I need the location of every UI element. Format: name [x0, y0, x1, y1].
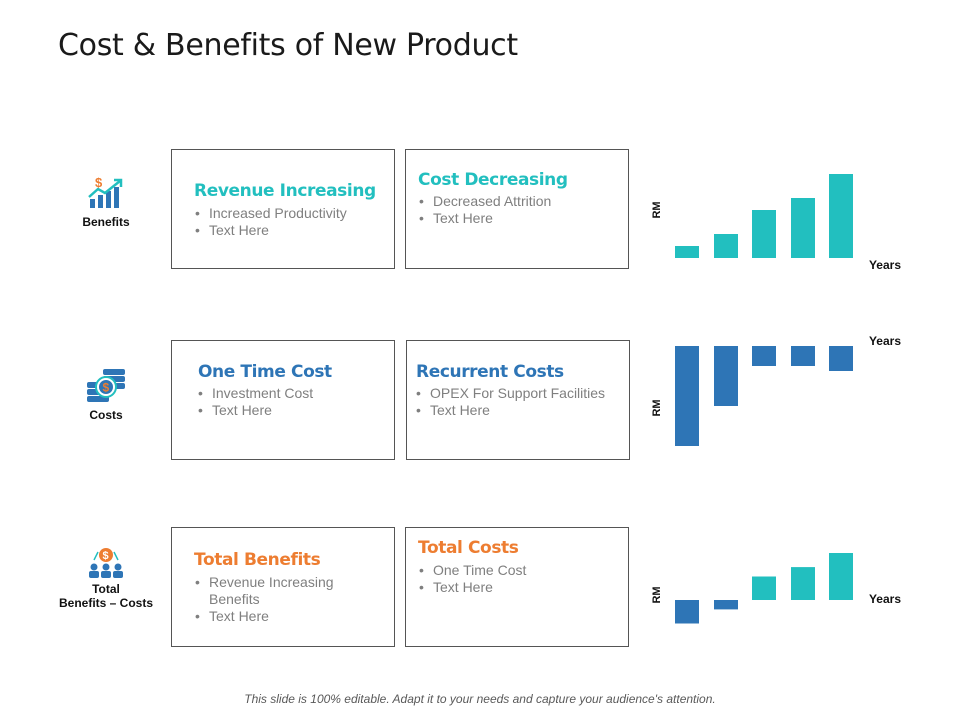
- benefits-label: Benefits: [82, 215, 130, 229]
- chart-bar: [714, 234, 738, 258]
- list-item: Revenue Increasing Benefits: [195, 574, 355, 608]
- svg-text:$: $: [103, 381, 110, 395]
- recurrent-costs-card: Recurrent Costs OPEX For Support Facilit…: [406, 340, 630, 460]
- y-axis-label: RM: [651, 201, 663, 218]
- chart-bar: [791, 567, 815, 600]
- y-axis-label: RM: [651, 586, 663, 603]
- card-list: Increased Productivity Text Here: [195, 205, 380, 239]
- card-list: Decreased Attrition Text Here: [419, 193, 614, 227]
- card-list: Investment Cost Text Here: [198, 385, 383, 419]
- total-benefits-card: Total Benefits Revenue Increasing Benefi…: [171, 527, 395, 647]
- list-item: Text Here: [419, 579, 614, 596]
- footer-note: This slide is 100% editable. Adapt it to…: [244, 692, 716, 706]
- chart-bar: [829, 174, 853, 258]
- svg-text:$: $: [95, 175, 103, 190]
- chart-bar: [752, 346, 776, 366]
- total-label-line2: Benefits – Costs: [58, 596, 154, 610]
- card-title: Cost Decreasing: [418, 170, 568, 190]
- list-item: Text Here: [198, 402, 383, 419]
- card-title: One Time Cost: [198, 362, 332, 382]
- chart-bar: [791, 346, 815, 366]
- benefits-chart: RM Years: [651, 174, 901, 272]
- total-chart: RM Years: [651, 553, 901, 624]
- total-label-line1: Total: [92, 582, 120, 596]
- chart-bar: [675, 600, 699, 624]
- chart-bar: [675, 346, 699, 446]
- costs-row-label: $ Costs: [70, 366, 142, 422]
- chart-bar: [675, 246, 699, 258]
- list-item: Text Here: [195, 608, 355, 625]
- card-title: Total Benefits: [194, 550, 321, 570]
- chart-bar: [829, 346, 853, 371]
- card-list: One Time Cost Text Here: [419, 562, 614, 596]
- chart-bar: [752, 576, 776, 600]
- list-item: Text Here: [195, 222, 380, 239]
- x-axis-label: Years: [869, 258, 901, 272]
- x-axis-label: Years: [869, 592, 901, 606]
- cost-decreasing-card: Cost Decreasing Decreased Attrition Text…: [405, 149, 629, 269]
- card-title: Revenue Increasing: [194, 181, 376, 201]
- card-title: Recurrent Costs: [416, 362, 564, 382]
- chart-bar: [829, 553, 853, 600]
- revenue-increasing-card: Revenue Increasing Increased Productivit…: [171, 149, 395, 269]
- page-title: Cost & Benefits of New Product: [58, 28, 518, 63]
- card-title: Total Costs: [418, 538, 519, 558]
- list-item: Increased Productivity: [195, 205, 380, 222]
- coin-stack-icon: $: [87, 369, 125, 402]
- total-costs-card: Total Costs One Time Cost Text Here: [405, 527, 629, 647]
- card-list: OPEX For Support Facilities Text Here: [416, 385, 626, 419]
- svg-text:$: $: [103, 550, 109, 562]
- x-axis-label: Years: [869, 334, 901, 348]
- list-item: Decreased Attrition: [419, 193, 614, 210]
- list-item: Investment Cost: [198, 385, 383, 402]
- list-item: OPEX For Support Facilities: [416, 385, 626, 402]
- card-list: Revenue Increasing Benefits Text Here: [195, 574, 355, 625]
- chart-bar: [714, 600, 738, 610]
- chart-bar: [714, 346, 738, 406]
- benefits-row-label: $ Benefits: [70, 175, 142, 229]
- chart-bar: [791, 198, 815, 258]
- list-item: One Time Cost: [419, 562, 614, 579]
- team-dollar-icon: $: [89, 548, 123, 578]
- one-time-cost-card: One Time Cost Investment Cost Text Here: [171, 340, 395, 460]
- total-row-label: $ Total Benefits – Costs: [54, 546, 158, 610]
- y-axis-label: RM: [651, 399, 663, 416]
- costs-label: Costs: [89, 408, 123, 422]
- list-item: Text Here: [416, 402, 626, 419]
- chart-bar: [752, 210, 776, 258]
- list-item: Text Here: [419, 210, 614, 227]
- growth-chart-dollar-icon: $: [88, 175, 123, 208]
- costs-chart: RM Years: [651, 334, 901, 446]
